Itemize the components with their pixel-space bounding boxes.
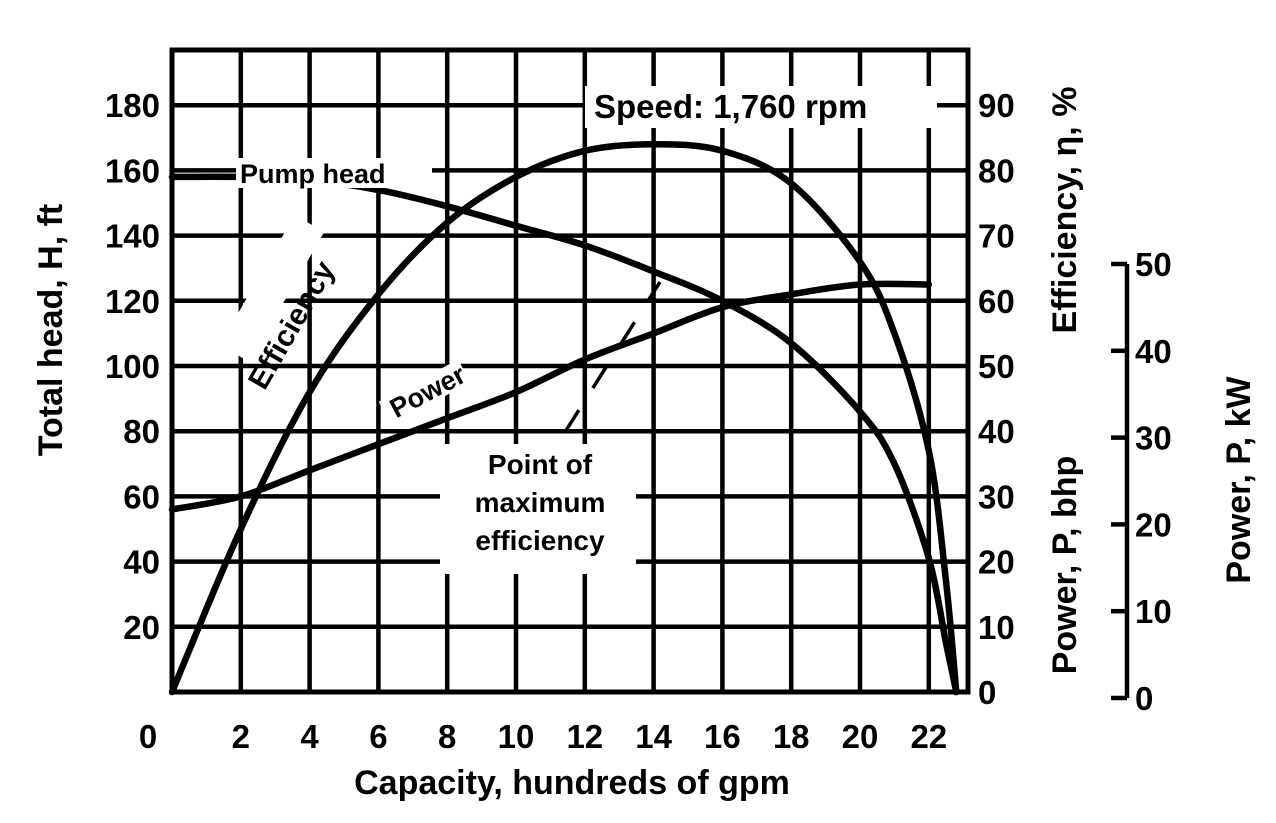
right-y-tick-label: 50	[978, 348, 1015, 385]
plot-frame	[169, 47, 971, 695]
right-y-tick-label: 40	[978, 413, 1015, 450]
x-tick-label: 14	[635, 718, 672, 755]
x-tick-label: 4	[300, 718, 319, 755]
kw-tick-label: 0	[1135, 680, 1153, 717]
max-efficiency-annotation-line: Point of	[488, 449, 593, 480]
kw-tick-label: 10	[1135, 593, 1172, 630]
kw-axis-title: Power, P, kW	[1220, 375, 1258, 583]
max-efficiency-annotation-line: efficiency	[475, 525, 605, 556]
left-y-tick-label: 100	[105, 348, 160, 385]
speed-annotation: Speed: 1,760 rpm	[594, 88, 867, 125]
max-efficiency-annotation-line: maximum	[475, 487, 606, 518]
x-tick-label: 6	[369, 718, 387, 755]
x-tick-label: 18	[773, 718, 810, 755]
x-tick-label: 0	[139, 718, 157, 755]
left-y-tick-label: 60	[123, 478, 160, 515]
right-y-tick-label: 10	[978, 609, 1015, 646]
right-y-tick-label: 70	[978, 218, 1015, 255]
pump-head-label-bg	[236, 158, 432, 188]
x-tick-label: 8	[438, 718, 456, 755]
right-y-tick-label: 0	[978, 674, 996, 711]
left-y-tick-label: 120	[105, 283, 160, 320]
x-tick-label: 20	[842, 718, 879, 755]
right-y-tick-label: 20	[978, 544, 1015, 581]
bhp-axis-title: Power, P, bhp	[1046, 456, 1084, 675]
max-efficiency-annotation-bg	[440, 444, 636, 574]
x-tick-label: 22	[910, 718, 947, 755]
max-efficiency-pointer	[563, 281, 662, 433]
left-y-tick-label: 160	[105, 152, 160, 189]
left-y-tick-label: 140	[105, 218, 160, 255]
left-y-tick-label: 40	[123, 544, 160, 581]
x-axis-title: Capacity, hundreds of gpm	[354, 764, 790, 802]
kw-tick-label: 50	[1135, 246, 1172, 283]
left-y-tick-label: 80	[123, 413, 160, 450]
right-y-tick-label: 80	[978, 152, 1015, 189]
x-tick-label: 12	[566, 718, 603, 755]
efficiency-curve	[168, 141, 960, 696]
power-curve	[168, 280, 933, 513]
x-tick-label: 10	[498, 718, 535, 755]
efficiency-label-bg	[219, 214, 325, 362]
kw-tick-label: 40	[1135, 333, 1172, 370]
x-tick-label: 16	[704, 718, 741, 755]
speed-annotation-bg	[585, 86, 937, 128]
left-axis-title: Total head, H, ft	[32, 204, 70, 456]
kw-tick-label: 30	[1135, 420, 1172, 457]
right-y-tick-label: 30	[978, 478, 1015, 515]
right-y-tick-label: 90	[978, 87, 1015, 124]
x-tick-label: 2	[232, 718, 250, 755]
right-y-tick-label: 60	[978, 283, 1015, 320]
pump-head-label: Pump head	[240, 159, 386, 189]
left-y-tick-label: 20	[123, 609, 160, 646]
kw-tick-label: 20	[1135, 506, 1172, 543]
efficiency-axis-title: Efficiency, η, %	[1046, 87, 1084, 334]
power-label-bg	[378, 359, 471, 425]
left-y-tick-label: 180	[105, 87, 160, 124]
